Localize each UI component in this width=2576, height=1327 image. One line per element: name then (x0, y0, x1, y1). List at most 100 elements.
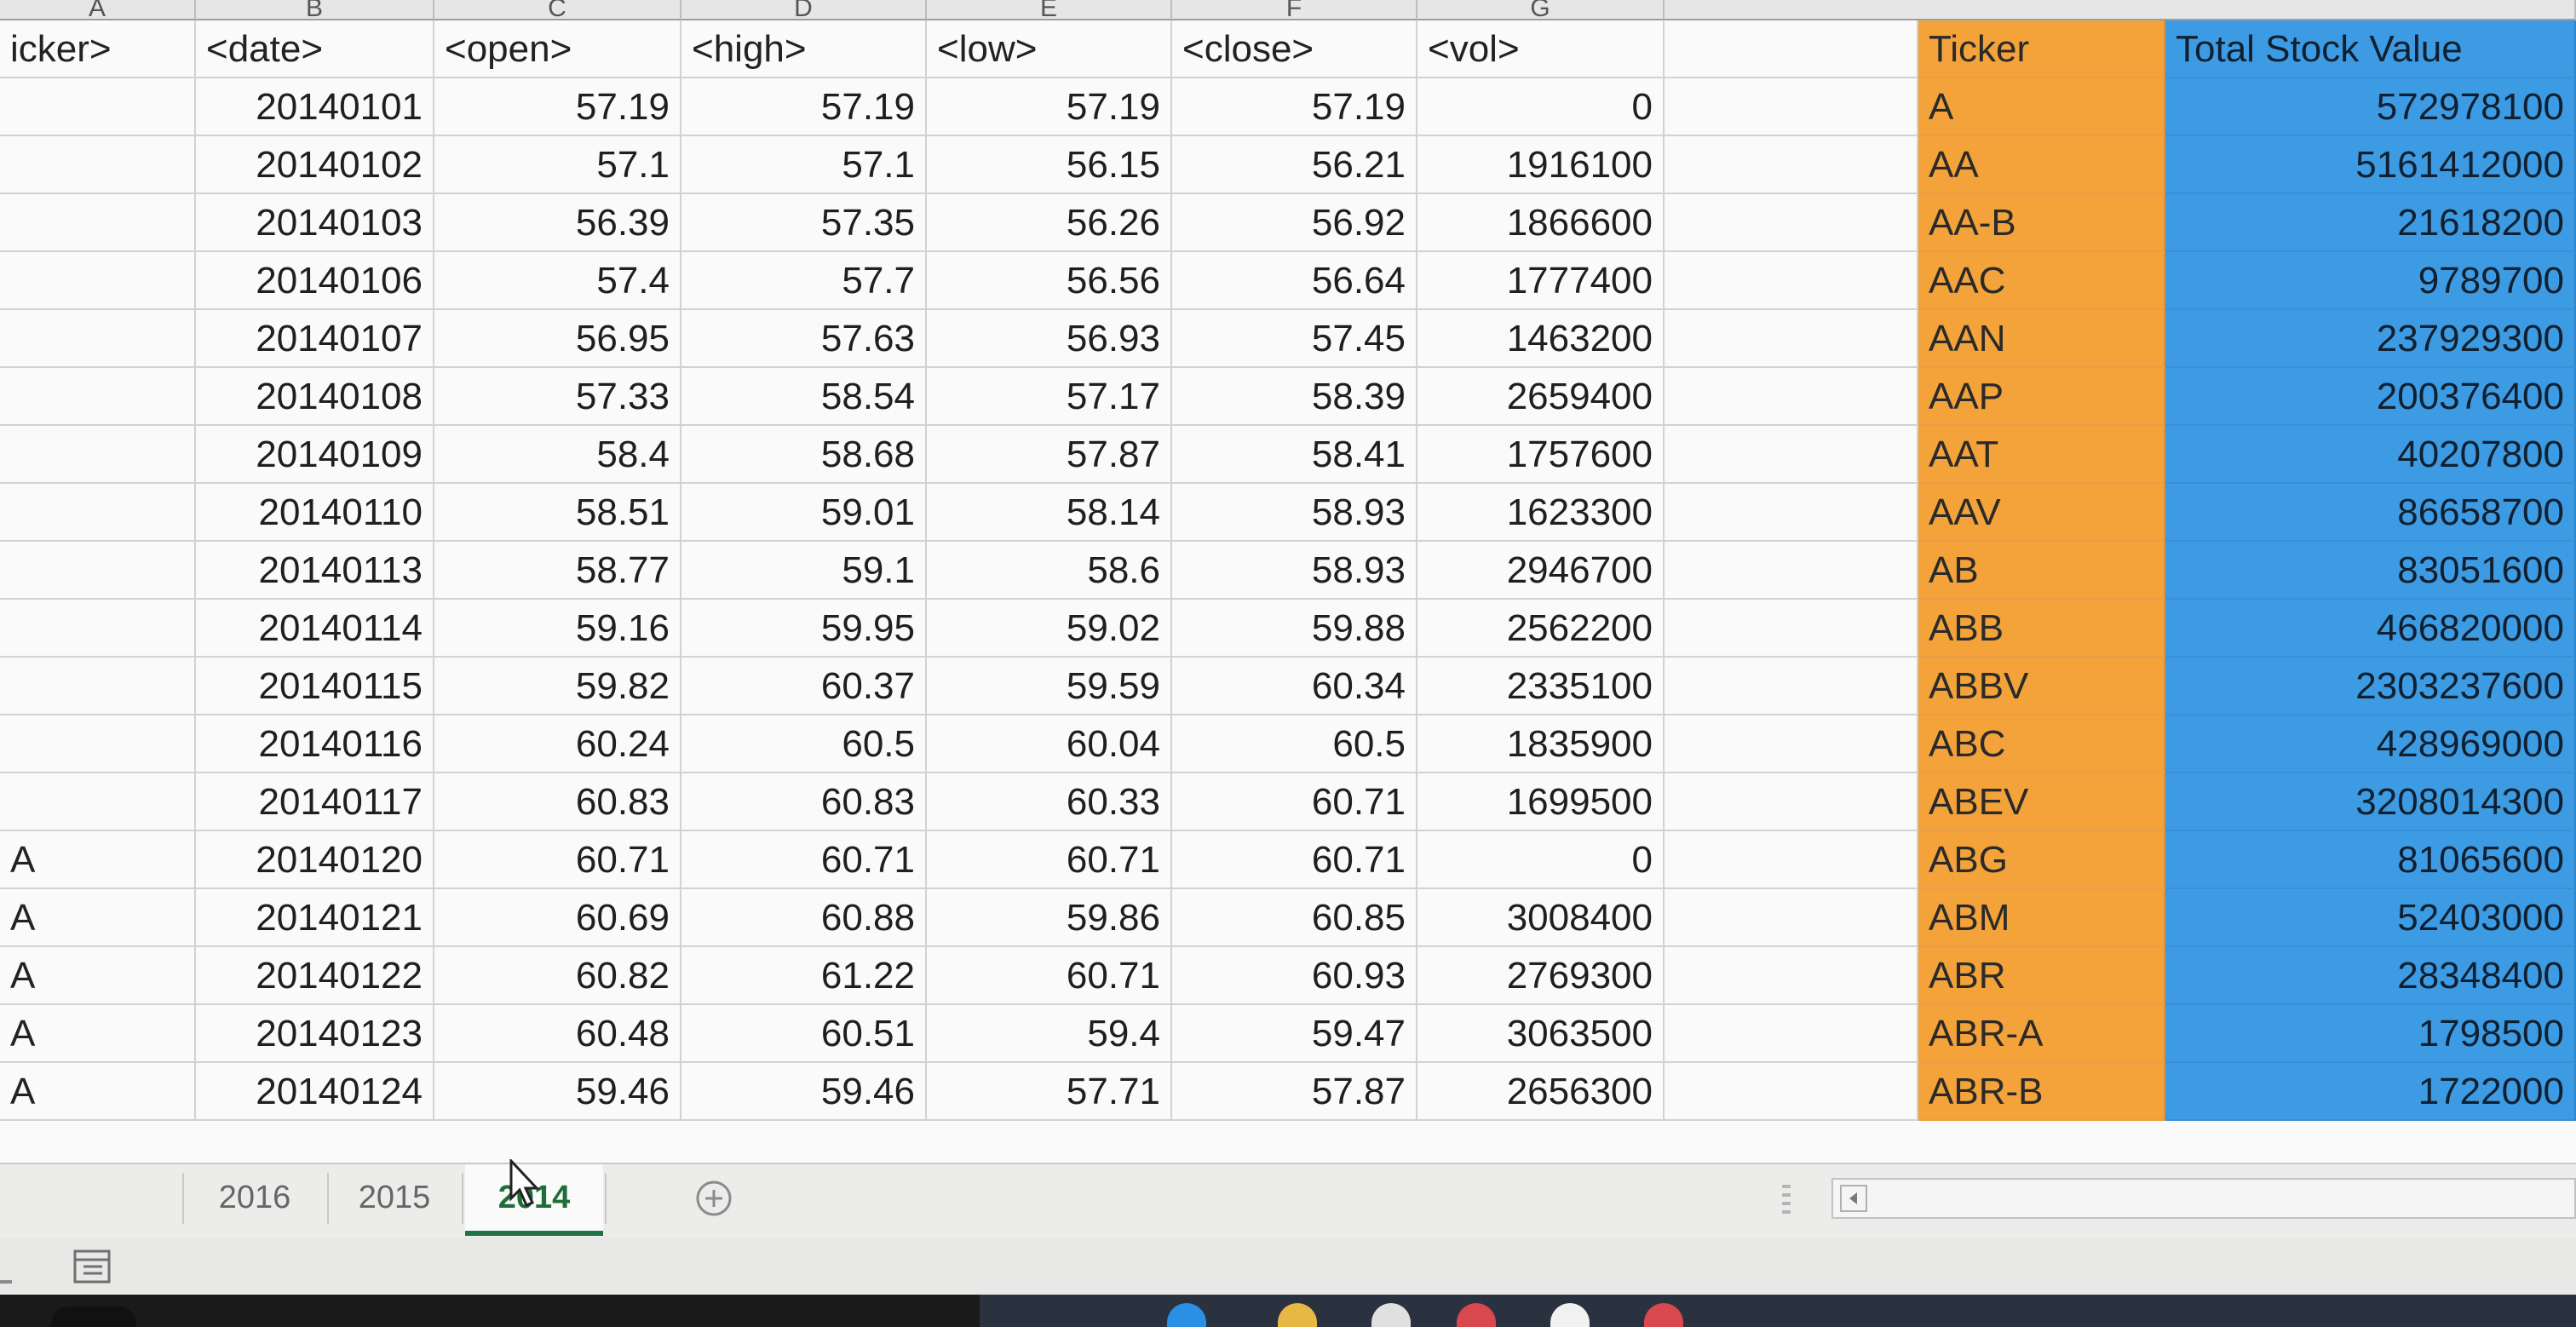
data-cell[interactable]: 57.17 (927, 368, 1172, 426)
data-cell[interactable]: 20140123 (196, 1005, 434, 1063)
data-cell[interactable]: 20140117 (196, 773, 434, 831)
data-cell[interactable]: 57.1 (681, 136, 927, 194)
column-letter-rest[interactable] (1665, 0, 2576, 20)
column-letter-3[interactable]: C (434, 0, 681, 21)
data-cell[interactable] (0, 715, 196, 773)
empty-cell[interactable] (1665, 78, 1918, 136)
data-cell[interactable]: 1866600 (1417, 194, 1665, 252)
total-stock-value-cell[interactable]: 466820000 (2165, 600, 2576, 658)
data-cell[interactable]: 59.16 (434, 600, 681, 658)
empty-cell[interactable] (1665, 889, 1918, 947)
data-cell[interactable]: 60.5 (1172, 715, 1417, 773)
data-cell[interactable]: 59.59 (927, 658, 1172, 715)
data-cell[interactable]: 2946700 (1417, 542, 1665, 600)
data-cell[interactable]: 58.4 (434, 426, 681, 484)
empty-cell[interactable] (1665, 194, 1918, 252)
ticker-cell[interactable]: ABM (1918, 889, 2165, 947)
column-letter-6[interactable]: F (1172, 0, 1417, 21)
ticker-cell[interactable]: AAC (1918, 252, 2165, 310)
empty-cell[interactable] (1665, 484, 1918, 542)
ticker-cell[interactable]: AAN (1918, 310, 2165, 368)
data-cell[interactable]: 1777400 (1417, 252, 1665, 310)
empty-cell[interactable] (1665, 310, 1918, 368)
data-cell[interactable]: 60.24 (434, 715, 681, 773)
horizontal-scrollbar[interactable] (1831, 1178, 2576, 1219)
taskbar-start-area[interactable] (51, 1307, 136, 1327)
column-letter-2[interactable]: B (196, 0, 434, 21)
ticker-cell[interactable]: AA-B (1918, 194, 2165, 252)
ticker-cell[interactable]: ABC (1918, 715, 2165, 773)
data-cell[interactable]: 20140107 (196, 310, 434, 368)
ticker-cell[interactable]: ABR-A (1918, 1005, 2165, 1063)
empty-cell[interactable] (1665, 542, 1918, 600)
ticker-cell[interactable]: ABBV (1918, 658, 2165, 715)
empty-cell[interactable] (1665, 136, 1918, 194)
ticker-cell[interactable]: ABR-B (1918, 1063, 2165, 1121)
data-cell[interactable]: 58.6 (927, 542, 1172, 600)
file-explorer-icon[interactable] (1278, 1303, 1317, 1327)
column-header-cell[interactable]: <vol> (1417, 20, 1665, 78)
data-cell[interactable]: 2659400 (1417, 368, 1665, 426)
total-stock-value-cell[interactable]: 28348400 (2165, 947, 2576, 1005)
tab-2016[interactable]: 2016 (218, 1180, 291, 1215)
empty-cell[interactable] (1665, 20, 1918, 78)
ticker-header-cell[interactable]: Ticker (1918, 20, 2165, 78)
data-cell[interactable]: 58.39 (1172, 368, 1417, 426)
column-header-cell[interactable]: <low> (927, 20, 1172, 78)
empty-cell[interactable] (1665, 715, 1918, 773)
data-cell[interactable]: 59.1 (681, 542, 927, 600)
data-cell[interactable]: 59.01 (681, 484, 927, 542)
empty-cell[interactable] (1665, 426, 1918, 484)
ticker-cell[interactable]: ABR (1918, 947, 2165, 1005)
data-cell[interactable] (0, 368, 196, 426)
data-cell[interactable]: 57.71 (927, 1063, 1172, 1121)
data-cell[interactable]: 56.93 (927, 310, 1172, 368)
data-cell[interactable]: 1623300 (1417, 484, 1665, 542)
store-icon[interactable] (1371, 1303, 1411, 1327)
data-cell[interactable]: 20140101 (196, 78, 434, 136)
data-cell[interactable]: 20140109 (196, 426, 434, 484)
column-letter-1[interactable]: A (0, 0, 196, 21)
data-cell[interactable]: 56.15 (927, 136, 1172, 194)
total-stock-value-cell[interactable]: 3208014300 (2165, 773, 2576, 831)
data-cell[interactable]: 57.19 (927, 78, 1172, 136)
app-icon[interactable] (1644, 1303, 1683, 1327)
ticker-cell[interactable]: AA (1918, 136, 2165, 194)
tab-splitter-dots-icon[interactable] (1782, 1185, 1791, 1214)
macro-record-icon[interactable] (73, 1249, 111, 1284)
total-stock-value-cell[interactable]: 572978100 (2165, 78, 2576, 136)
data-cell[interactable]: 57.4 (434, 252, 681, 310)
data-cell[interactable]: 20140115 (196, 658, 434, 715)
data-cell[interactable]: 0 (1417, 831, 1665, 889)
empty-cell[interactable] (1665, 658, 1918, 715)
data-cell[interactable] (0, 78, 196, 136)
data-cell[interactable]: 20140108 (196, 368, 434, 426)
data-cell[interactable]: 60.04 (927, 715, 1172, 773)
mail-icon[interactable] (1457, 1303, 1496, 1327)
ticker-cell[interactable]: AAV (1918, 484, 2165, 542)
ticker-cell[interactable]: A (1918, 78, 2165, 136)
data-cell[interactable]: 20140121 (196, 889, 434, 947)
data-cell[interactable]: 60.88 (681, 889, 927, 947)
data-cell[interactable]: 0 (1417, 78, 1665, 136)
data-cell[interactable] (0, 310, 196, 368)
data-cell[interactable]: 59.86 (927, 889, 1172, 947)
empty-cell[interactable] (1665, 600, 1918, 658)
empty-cell[interactable] (1665, 1005, 1918, 1063)
column-header-cell[interactable]: <date> (196, 20, 434, 78)
data-cell[interactable]: 57.19 (434, 78, 681, 136)
data-cell[interactable]: 56.95 (434, 310, 681, 368)
total-stock-value-cell[interactable]: 1798500 (2165, 1005, 2576, 1063)
data-cell[interactable] (0, 252, 196, 310)
data-cell[interactable]: 60.69 (434, 889, 681, 947)
data-cell[interactable]: 58.14 (927, 484, 1172, 542)
data-cell[interactable]: 57.87 (1172, 1063, 1417, 1121)
data-cell[interactable] (0, 136, 196, 194)
data-cell[interactable]: 58.54 (681, 368, 927, 426)
data-cell[interactable]: A (0, 889, 196, 947)
data-cell[interactable]: 60.82 (434, 947, 681, 1005)
data-cell[interactable]: 56.26 (927, 194, 1172, 252)
data-cell[interactable] (0, 484, 196, 542)
plus-circle-icon[interactable] (695, 1180, 733, 1217)
